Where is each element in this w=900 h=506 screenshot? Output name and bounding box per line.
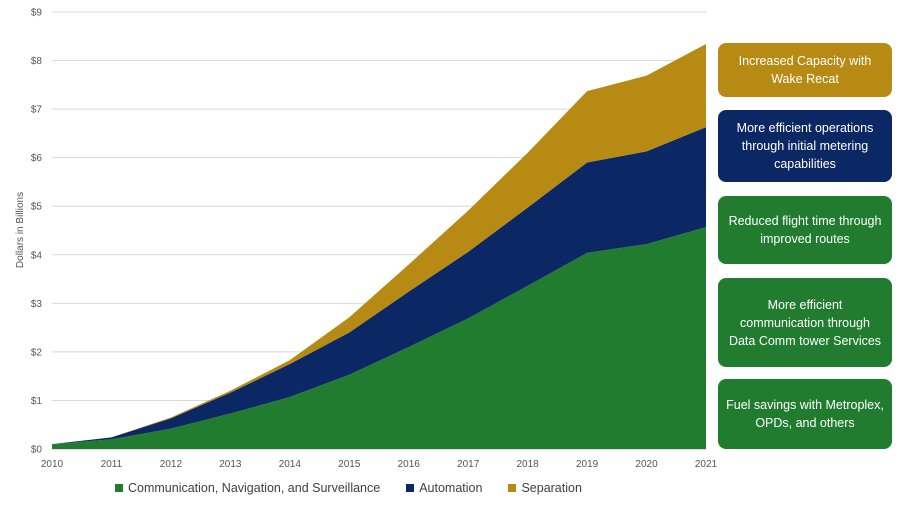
callout-data-comm: More efficient communication through Dat…	[718, 278, 892, 367]
y-tick-label: $5	[31, 202, 43, 213]
area-separation	[52, 44, 706, 445]
legend-item-automation: Automation	[406, 481, 482, 495]
legend-label-separation: Separation	[521, 481, 582, 495]
callout-fuel-savings: Fuel savings with Metroplex, OPDs, and o…	[718, 379, 892, 449]
legend-swatch-cns	[115, 484, 123, 492]
legend-swatch-automation	[406, 484, 415, 492]
x-tick-label: 2014	[279, 459, 302, 470]
x-tick-label: 2019	[576, 459, 599, 470]
y-tick-label: $6	[31, 153, 43, 164]
x-tick-label: 2015	[338, 459, 361, 470]
x-tick-label: 2020	[635, 459, 658, 470]
legend-item-separation: Separation	[508, 481, 582, 495]
y-tick-label: $8	[31, 56, 43, 67]
y-tick-label: $0	[31, 445, 43, 456]
y-tick-label: $9	[31, 8, 43, 19]
x-axis: 2010 2011 2012 2013 2014 2015 2016 2017 2018 2019…	[41, 459, 718, 470]
stacked-areas	[52, 44, 706, 449]
y-tick-label: $3	[31, 299, 43, 310]
area-automation	[52, 127, 706, 445]
x-tick-label: 2018	[517, 459, 540, 470]
legend-swatch-separation	[508, 484, 517, 492]
y-tick-label: $1	[31, 396, 43, 407]
legend-item-cns: Communication, Navigation, and Surveilla…	[115, 481, 380, 495]
y-tick-label: $2	[31, 347, 43, 358]
gridlines	[52, 11, 706, 450]
y-axis: $0 $1 $2 $3 $4 $5 $6 $7 $8 $9	[31, 8, 43, 456]
y-tick-label: $4	[31, 250, 43, 261]
callout-metering: More efficient operations through initia…	[718, 110, 892, 182]
x-tick-label: 2016	[398, 459, 421, 470]
legend-label-cns: Communication, Navigation, and Surveilla…	[128, 481, 381, 495]
legend: Communication, Navigation, and Surveilla…	[115, 479, 608, 497]
x-tick-label: 2021	[695, 459, 718, 470]
x-tick-label: 2010	[41, 459, 64, 470]
callout-wake-recat: Increased Capacity with Wake Recat	[718, 43, 892, 97]
callout-flight-time: Reduced flight time through improved rou…	[718, 196, 892, 264]
x-tick-label: 2011	[101, 459, 123, 470]
x-tick-label: 2012	[160, 459, 183, 470]
y-axis-title: Dollars in Billions	[15, 192, 26, 268]
legend-label-automation: Automation	[419, 481, 483, 495]
x-tick-label: 2013	[219, 459, 242, 470]
x-tick-label: 2017	[457, 459, 480, 470]
area-cns	[52, 227, 706, 449]
y-tick-label: $7	[31, 105, 43, 116]
